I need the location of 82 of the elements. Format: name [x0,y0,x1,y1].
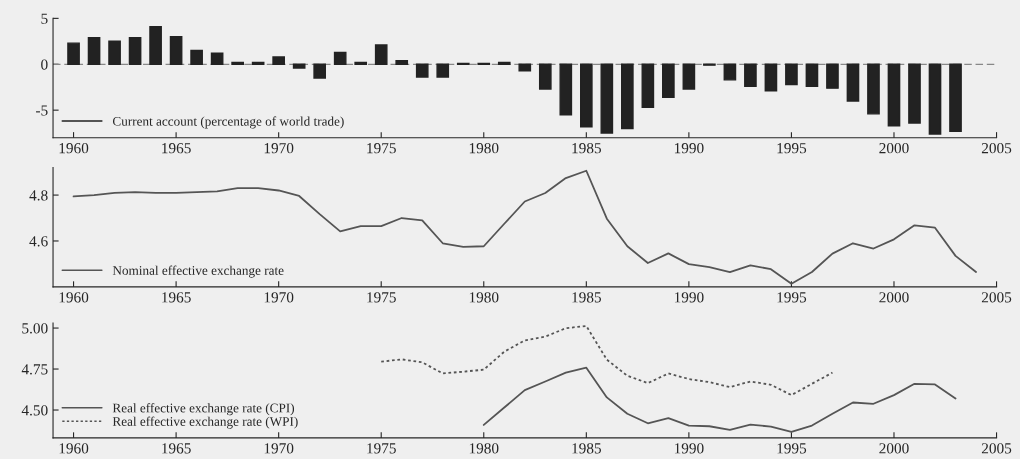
bar [395,59,409,65]
bar [190,49,203,65]
x-tick-label: 2000 [879,443,909,454]
x-tick-label: 2005 [981,443,1012,454]
bar [538,63,552,90]
legend-label: Real effective exchange rate (CPI) [112,403,295,416]
x-tick-label: 1990 [674,443,704,454]
bar [169,36,183,65]
bar [518,63,532,72]
x-tick-label: 1965 [162,143,191,154]
bar [641,63,655,109]
bar [887,63,901,127]
x-tick-label: 1990 [674,143,704,154]
line-series [482,366,957,433]
x-tick-label: 1960 [59,443,89,454]
bar [928,63,942,135]
y-tick-label: 4.6 [29,236,48,247]
bar [723,63,737,81]
bar [579,63,593,128]
y-tick-label: 0 [41,59,48,70]
bar [436,63,450,78]
bar [149,25,162,65]
x-tick-label: 2000 [879,292,909,303]
x-tick-label: 1965 [162,443,191,454]
bar [949,63,962,132]
x-tick-label: 1980 [469,143,499,154]
x-tick-label: 1985 [572,143,601,154]
x-tick-label: 1995 [777,143,807,154]
bar [744,63,757,87]
x-tick-label: 1970 [264,143,294,154]
x-tick-label: 1980 [469,443,499,454]
x-tick-label: 1990 [674,292,704,303]
bar [826,63,839,89]
bar [67,42,80,65]
x-tick-label: 2005 [981,143,1012,154]
bar [785,63,798,86]
bar [805,63,819,87]
y-tick-label: 4.75 [21,364,48,375]
bar [415,63,429,78]
legend-label: Current account (percentage of world trade) [112,116,344,129]
bar [374,44,388,65]
line-series [380,325,834,397]
bar [600,63,614,134]
bar [764,63,778,92]
bar [908,63,921,124]
x-tick-label: 1970 [264,292,294,303]
bar [682,63,696,90]
x-tick-label: 1965 [162,292,191,303]
y-tick-label: 4.8 [29,190,48,201]
bar [662,63,675,99]
bar [333,51,347,65]
x-tick-label: 1960 [59,292,89,303]
bar [313,63,327,79]
bar [87,36,101,65]
y-tick-label: -5 [36,105,48,116]
y-tick-label: 5 [41,13,48,24]
bar [108,40,121,65]
bar [272,56,285,65]
x-tick-label: 2000 [879,143,909,154]
bar [621,63,634,130]
x-tick-label: 1970 [264,443,294,454]
x-tick-label: 1975 [367,443,396,454]
x-tick-label: 1960 [59,143,89,154]
x-tick-label: 1975 [367,143,396,154]
y-tick-label: 5.00 [22,323,48,334]
x-tick-label: 1995 [777,443,807,454]
y-tick-label: 4.50 [21,405,48,416]
bar [210,52,224,65]
legend-label: Nominal effective exchange rate [112,265,284,278]
line-series [72,169,977,285]
legend-label: Real effective exchange rate (WPI) [112,416,298,429]
x-tick-label: 1985 [572,443,601,454]
x-tick-label: 1995 [777,292,807,303]
x-tick-label: 1985 [572,292,601,303]
x-tick-label: 1975 [367,292,396,303]
bar [128,36,142,65]
bar [867,63,880,115]
bar [559,63,573,116]
bar [846,63,860,102]
bar [292,63,306,69]
x-tick-label: 2005 [981,292,1012,303]
x-tick-label: 1980 [469,292,499,303]
